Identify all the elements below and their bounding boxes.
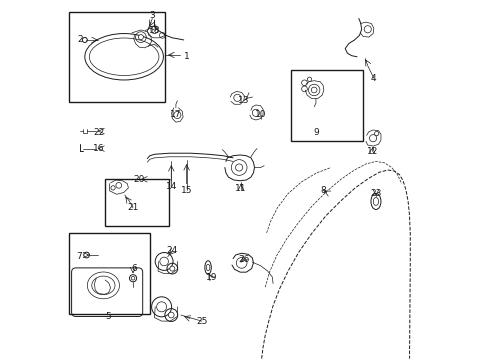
Circle shape: [156, 302, 166, 312]
Text: 6: 6: [131, 264, 137, 273]
Text: 22: 22: [93, 129, 104, 138]
Text: 25: 25: [196, 316, 207, 325]
Circle shape: [307, 77, 311, 81]
Circle shape: [168, 312, 174, 318]
Text: 12: 12: [366, 147, 377, 156]
Text: 24: 24: [166, 246, 178, 255]
Text: 2: 2: [77, 36, 83, 45]
Circle shape: [374, 131, 378, 136]
Text: 21: 21: [127, 203, 139, 212]
Circle shape: [160, 257, 168, 266]
Text: 14: 14: [165, 182, 177, 191]
Text: 9: 9: [312, 129, 318, 138]
Bar: [105, 179, 169, 226]
Text: 11: 11: [235, 184, 246, 193]
Text: 13: 13: [238, 96, 249, 105]
Circle shape: [138, 35, 143, 40]
Text: 3: 3: [149, 11, 155, 20]
Text: 10: 10: [254, 111, 266, 120]
Text: 8: 8: [320, 185, 325, 194]
Circle shape: [131, 276, 135, 280]
Text: 20: 20: [133, 175, 144, 184]
Text: 23: 23: [369, 189, 381, 198]
Bar: [69, 233, 150, 314]
Text: 19: 19: [205, 273, 217, 282]
Text: 4: 4: [370, 74, 376, 83]
Text: 26: 26: [238, 255, 249, 264]
Text: 7: 7: [77, 252, 82, 261]
Text: 16: 16: [93, 144, 104, 153]
Bar: [69, 12, 165, 102]
Text: 1: 1: [183, 52, 189, 61]
Text: 5: 5: [105, 312, 111, 321]
Circle shape: [169, 266, 175, 271]
Bar: [290, 70, 363, 141]
Text: 18: 18: [149, 26, 161, 35]
Text: 15: 15: [181, 185, 192, 194]
Circle shape: [311, 87, 316, 93]
Text: 17: 17: [170, 111, 181, 120]
